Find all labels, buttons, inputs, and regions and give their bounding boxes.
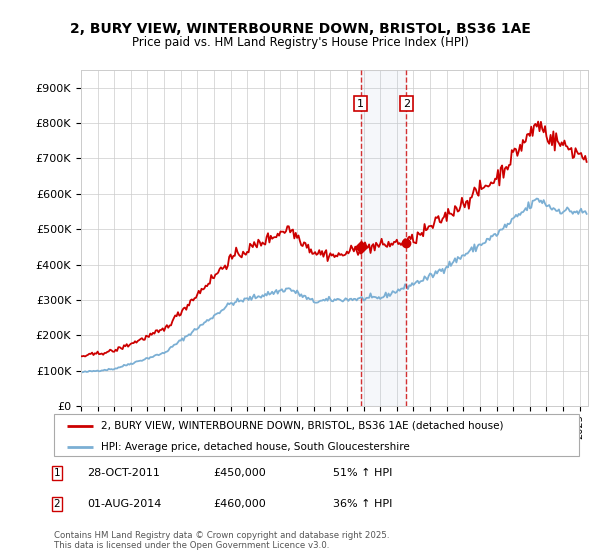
Text: 1: 1 (357, 99, 364, 109)
Bar (361, 70, 406, 406)
Text: 2: 2 (403, 99, 410, 109)
Text: £460,000: £460,000 (213, 499, 266, 509)
Text: 2, BURY VIEW, WINTERBOURNE DOWN, BRISTOL, BS36 1AE: 2, BURY VIEW, WINTERBOURNE DOWN, BRISTOL… (70, 22, 530, 36)
Text: 51% ↑ HPI: 51% ↑ HPI (333, 468, 392, 478)
Text: Contains HM Land Registry data © Crown copyright and database right 2025.
This d: Contains HM Land Registry data © Crown c… (54, 531, 389, 550)
Text: 2, BURY VIEW, WINTERBOURNE DOWN, BRISTOL, BS36 1AE (detached house): 2, BURY VIEW, WINTERBOURNE DOWN, BRISTOL… (101, 421, 504, 431)
Text: Price paid vs. HM Land Registry's House Price Index (HPI): Price paid vs. HM Land Registry's House … (131, 36, 469, 49)
Text: 2: 2 (53, 499, 61, 509)
Text: 28-OCT-2011: 28-OCT-2011 (87, 468, 160, 478)
Text: 01-AUG-2014: 01-AUG-2014 (87, 499, 161, 509)
Text: £450,000: £450,000 (213, 468, 266, 478)
Text: HPI: Average price, detached house, South Gloucestershire: HPI: Average price, detached house, Sout… (101, 442, 410, 452)
Text: 36% ↑ HPI: 36% ↑ HPI (333, 499, 392, 509)
Text: 1: 1 (53, 468, 61, 478)
